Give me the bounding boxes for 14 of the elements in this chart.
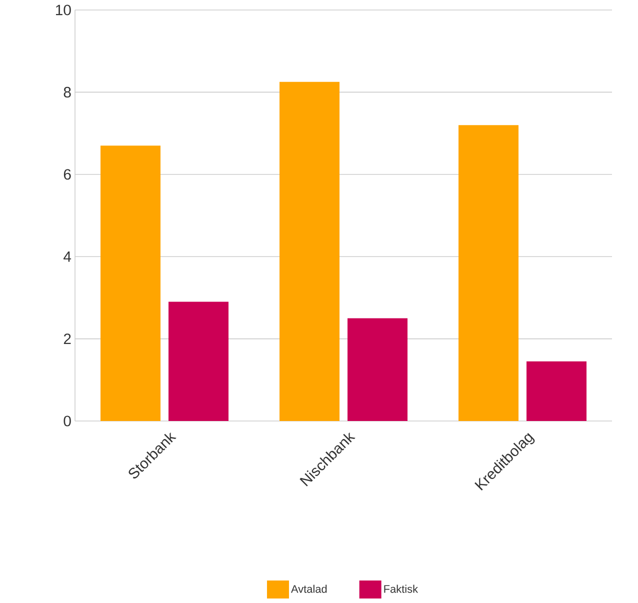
- y-tick-label: 6: [64, 169, 71, 180]
- y-tick-label: 2: [64, 334, 71, 344]
- bar: [100, 146, 160, 421]
- y-tick-label: 10: [56, 4, 71, 16]
- bar: [526, 361, 587, 421]
- bar: [458, 125, 519, 421]
- y-tick-label: 4: [64, 251, 72, 262]
- bar: [280, 82, 340, 421]
- legend-label: Faktisk: [384, 584, 418, 593]
- bar: [348, 318, 408, 421]
- y-tick-label: 0: [64, 416, 71, 426]
- y-tick-label: 8: [64, 86, 71, 98]
- legend-label: Avtalad: [290, 584, 327, 593]
- bar: [168, 302, 229, 421]
